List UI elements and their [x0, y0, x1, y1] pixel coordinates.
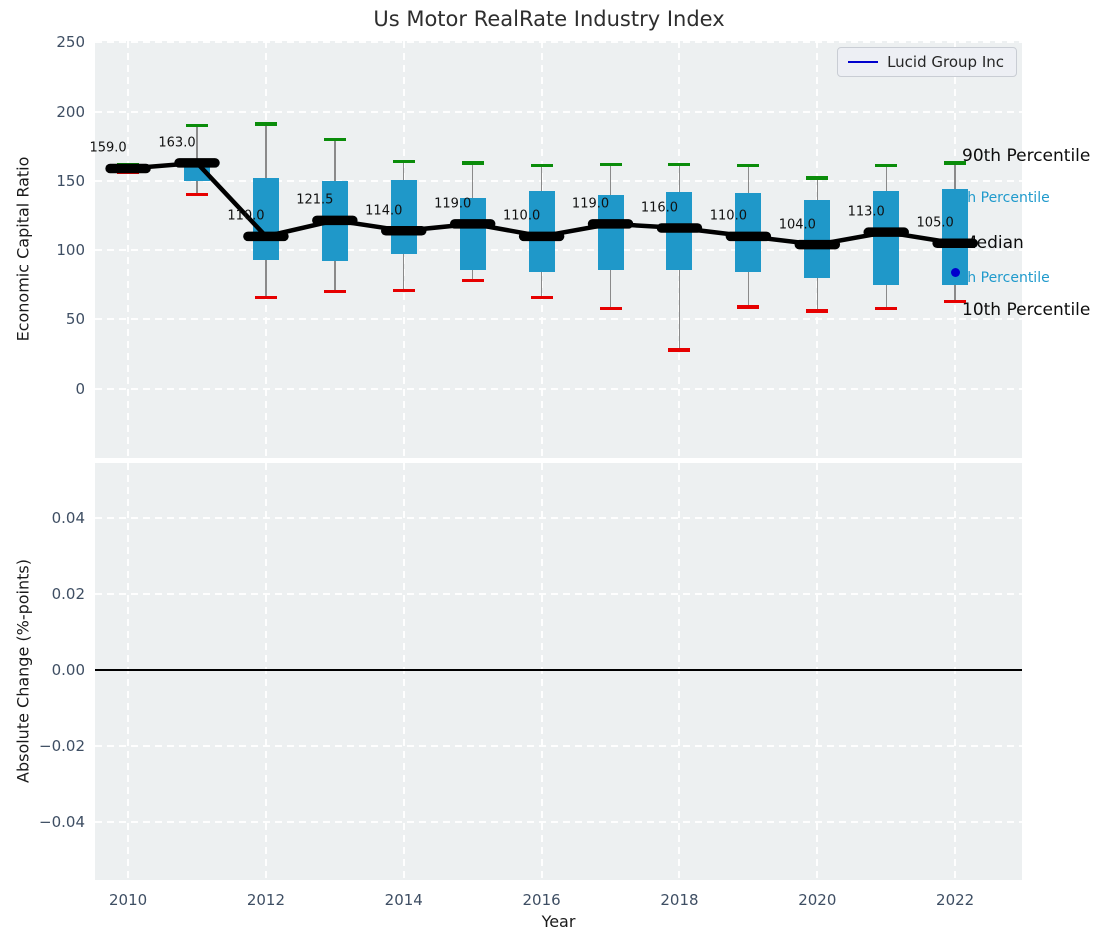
- y-tick-label: 0: [27, 380, 85, 398]
- gridline-vertical: [127, 463, 129, 880]
- median-value-label-2012: 110.0: [227, 209, 264, 224]
- x-tick-label: 2022: [925, 891, 985, 909]
- gridline-vertical: [678, 463, 680, 880]
- y-tick-label: 100: [27, 241, 85, 259]
- median-value-label-2022: 105.0: [917, 216, 954, 231]
- legend: Lucid Group Inc: [837, 47, 1017, 77]
- y-tick-label: 0.04: [27, 509, 85, 527]
- median-value-label-2011: 163.0: [158, 135, 195, 150]
- x-tick-label: 2012: [236, 891, 296, 909]
- zero-line: [95, 669, 1022, 671]
- median-line: [95, 41, 1022, 458]
- y-tick-label: 150: [27, 172, 85, 190]
- y-tick-label: −0.04: [27, 813, 85, 831]
- x-tick-label: 2014: [374, 891, 434, 909]
- y-tick-label: 0.00: [27, 661, 85, 679]
- median-value-label-2014: 114.0: [365, 203, 402, 218]
- x-tick-label: 2010: [98, 891, 158, 909]
- gridline-horizontal: [95, 517, 1022, 519]
- gridline-vertical: [403, 463, 405, 880]
- median-value-label-2021: 113.0: [848, 205, 885, 220]
- median-value-label-2018: 116.0: [641, 201, 678, 216]
- gridline-vertical: [265, 463, 267, 880]
- x-tick-label: 2020: [787, 891, 847, 909]
- median-value-label-2016: 110.0: [503, 209, 540, 224]
- gridline-horizontal: [95, 821, 1022, 823]
- gridline-vertical: [541, 463, 543, 880]
- median-value-label-2010: 159.0: [89, 141, 126, 156]
- gridline-vertical: [816, 463, 818, 880]
- median-value-label-2019: 110.0: [710, 209, 747, 224]
- legend-label: Lucid Group Inc: [887, 53, 1004, 71]
- legend-line-icon: [848, 61, 878, 63]
- x-tick-label: 2016: [512, 891, 572, 909]
- median-value-label-2020: 104.0: [779, 217, 816, 232]
- gridline-horizontal: [95, 745, 1022, 747]
- median-value-label-2015: 119.0: [434, 196, 471, 211]
- x-axis-label: Year: [95, 912, 1022, 931]
- y-tick-label: 0.02: [27, 585, 85, 603]
- y-tick-label: 200: [27, 103, 85, 121]
- median-value-label-2013: 121.5: [296, 193, 333, 208]
- gridline-vertical: [954, 463, 956, 880]
- top-plot-area: 90th Percentile75th PercentileMedian25th…: [95, 41, 1022, 458]
- bottom-plot-area: [95, 463, 1022, 880]
- y-tick-label: 50: [27, 310, 85, 328]
- median-value-label-2017: 119.0: [572, 196, 609, 211]
- gridline-horizontal: [95, 593, 1022, 595]
- x-tick-label: 2018: [649, 891, 709, 909]
- chart-title: Us Motor RealRate Industry Index: [0, 7, 1098, 31]
- y-tick-label: 250: [27, 33, 85, 51]
- lucid-group-point: [951, 268, 960, 277]
- y-tick-label: −0.02: [27, 737, 85, 755]
